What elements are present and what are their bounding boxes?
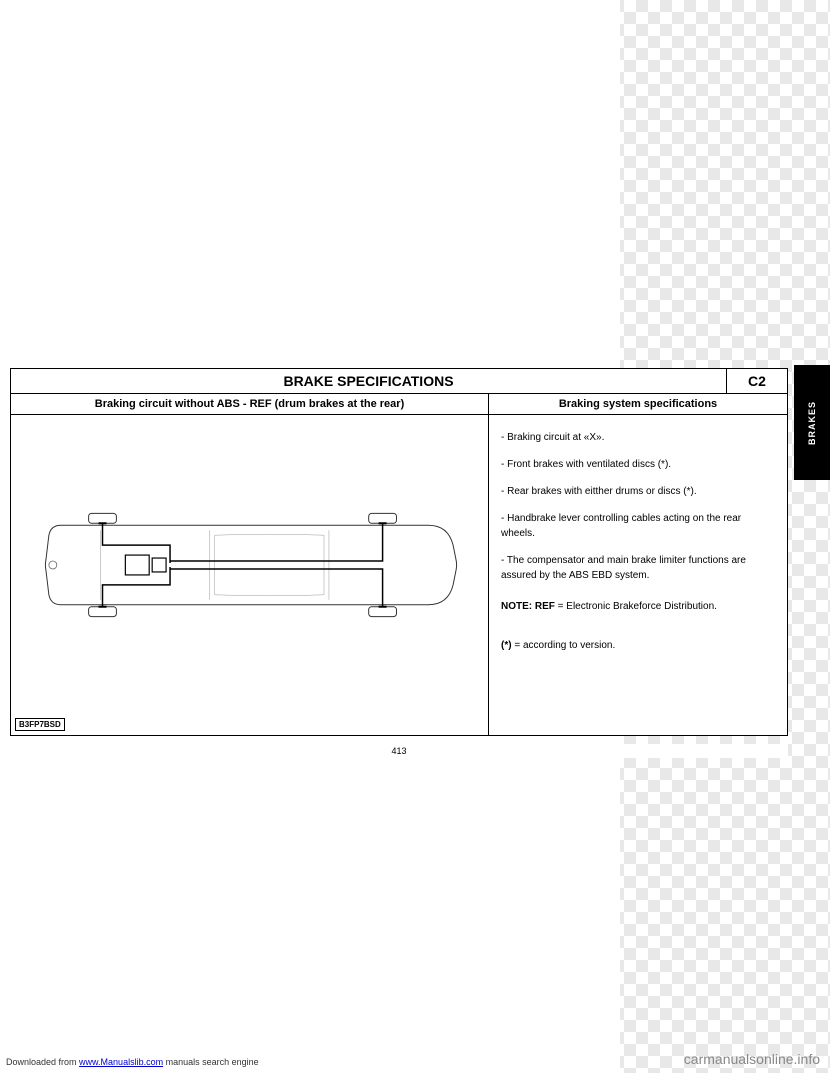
footer-download: Downloaded from www.Manualslib.com manua…	[6, 1057, 259, 1067]
table-code: C2	[727, 369, 787, 393]
subtitle-row: Braking circuit without ABS - REF (drum …	[11, 394, 787, 415]
spec-item: - The compensator and main brake limiter…	[501, 553, 775, 583]
subtitle-left: Braking circuit without ABS - REF (drum …	[11, 394, 489, 414]
footer-watermark: carmanualsonline.info	[684, 1051, 820, 1067]
side-tab-brakes: BRAKES	[794, 365, 830, 480]
footer-link[interactable]: www.Manualslib.com	[79, 1057, 163, 1067]
footer-suffix: manuals search engine	[163, 1057, 259, 1067]
spec-item: - Rear brakes with eitther drums or disc…	[501, 484, 775, 499]
spec-item: - Front brakes with ventilated discs (*)…	[501, 457, 775, 472]
footer-prefix: Downloaded from	[6, 1057, 79, 1067]
spec-item: - Handbrake lever controlling cables act…	[501, 511, 775, 541]
diagram-cell: B3FP7BSD	[11, 415, 489, 735]
spec-item: - Braking circuit at «X».	[501, 430, 775, 445]
footnote-label: (*)	[501, 640, 512, 651]
content-row: B3FP7BSD - Braking circuit at «X». - Fro…	[11, 415, 787, 735]
specs-cell: - Braking circuit at «X». - Front brakes…	[489, 415, 787, 735]
spec-footnote: (*) = according to version.	[501, 638, 775, 653]
note-label: NOTE: REF	[501, 601, 555, 612]
footnote-text: = according to version.	[512, 640, 616, 651]
side-tab-label: BRAKES	[807, 400, 817, 444]
note-text: = Electronic Brakeforce Distribution.	[555, 601, 717, 612]
spec-table: BRAKE SPECIFICATIONS C2 Braking circuit …	[10, 368, 788, 736]
table-title: BRAKE SPECIFICATIONS	[11, 369, 727, 393]
title-row: BRAKE SPECIFICATIONS C2	[11, 369, 787, 394]
page-number: 413	[10, 744, 788, 758]
subtitle-right: Braking system specifications	[489, 394, 787, 414]
spec-note: NOTE: REF = Electronic Brakeforce Distri…	[501, 599, 775, 614]
ref-code: B3FP7BSD	[15, 718, 65, 731]
car-brake-diagram	[31, 465, 468, 665]
